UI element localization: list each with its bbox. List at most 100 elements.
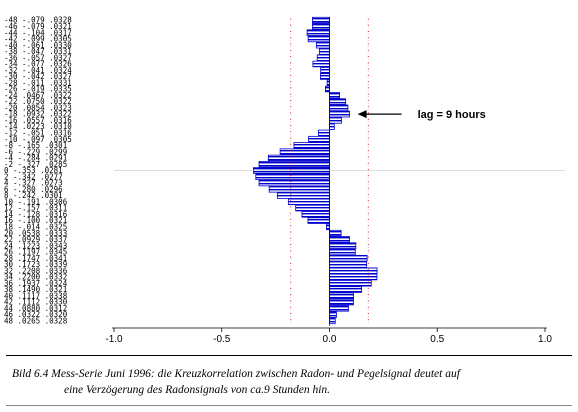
row-label: -48 -.079 .0328: [4, 16, 72, 25]
row-label: -10 -.097 .0305: [4, 135, 72, 144]
correlation-bar: [329, 123, 335, 130]
x-tick-label: 0.0: [323, 334, 337, 345]
correlation-bar: [315, 41, 330, 49]
row-label: 46 .0322 .0320: [4, 310, 68, 319]
row-label: -22 .0750 .0322: [4, 97, 72, 106]
row-label: -2 -.327 .0285: [4, 160, 67, 169]
row-label: 0 -.353 .0281: [4, 166, 63, 175]
correlation-bar: [258, 161, 330, 168]
correlation-bar: [326, 79, 330, 87]
correlation-bar: [293, 142, 330, 149]
row-label: 44 .0880 .0312: [4, 304, 67, 313]
correlation-bar: [329, 286, 363, 293]
correlation-bar: [276, 192, 330, 199]
row-label: -4 -.284 .0291: [4, 154, 67, 163]
row-label: 20 .0538 .0333: [4, 229, 67, 238]
row-label: -12 -.051 .0316: [4, 129, 72, 138]
correlation-bar: [295, 204, 330, 212]
cross-correlation-chart: -48 -.079 .0328-46 -.079 .0321-44 -.104 …: [4, 16, 565, 345]
correlation-bar: [312, 16, 330, 24]
correlation-bar: [318, 129, 330, 137]
row-label: -18 .0932 .0322: [4, 110, 72, 119]
correlation-bar: [329, 298, 354, 306]
correlation-bar: [320, 73, 330, 80]
annotation: lag = 9 hours: [357, 109, 486, 121]
row-label: -24 .0467 .0322: [4, 91, 72, 100]
row-label: -40 -.061 .0330: [4, 41, 72, 50]
correlation-bar: [329, 305, 349, 312]
correlation-bar: [329, 92, 340, 99]
correlation-bar: [316, 54, 330, 61]
correlation-bar: [329, 317, 336, 325]
correlation-bar: [329, 98, 347, 105]
row-label: -46 -.079 .0321: [4, 22, 72, 31]
correlation-bar: [320, 67, 330, 74]
correlation-bar: [329, 110, 350, 118]
correlation-bar: [329, 117, 342, 124]
correlation-bar: [325, 85, 330, 93]
bottom-rule: [6, 405, 572, 406]
row-label: -14 .0223 .0310: [4, 122, 72, 131]
correlation-bar: [329, 242, 357, 249]
correlation-bar: [312, 23, 330, 30]
row-label: -32 -.041 .0324: [4, 66, 72, 75]
row-label: -20 .0854 .0323: [4, 103, 72, 112]
correlation-bar: [312, 60, 330, 68]
row-label: 18 -.014 .0325: [4, 222, 67, 231]
row-label: 12 -.157 .0311: [4, 204, 67, 213]
row-label: 24 .1223 .0343: [4, 241, 67, 250]
correlation-bar: [301, 211, 330, 218]
figure-caption: Bild 6.4 Mess-Serie Juni 1996: die Kreuz…: [6, 355, 572, 404]
row-label: 38 .1490 .0321: [4, 285, 67, 294]
correlation-bar: [329, 236, 350, 243]
row-label: 34 .2200 .0332: [4, 273, 67, 282]
row-label: 26 .1197 .0345: [4, 248, 67, 257]
correlation-bar: [318, 48, 330, 55]
row-label: 16 -.100 .0321: [4, 216, 67, 225]
row-label: 10 -.191 .0306: [4, 197, 68, 206]
row-label: -6 -.229 .0299: [4, 147, 67, 156]
correlation-bar: [329, 273, 378, 281]
correlation-bar: [307, 217, 330, 224]
correlation-bar: [329, 261, 368, 268]
correlation-bar: [329, 248, 356, 256]
row-label: -8 -.165 .0301: [4, 141, 67, 150]
x-axis: -1.0 -0.5 0.0 0.5 1.0: [105, 17, 565, 345]
row-label: 42 .1112 .0330: [4, 298, 68, 307]
row-label: -28 -.011 .0331: [4, 78, 72, 87]
row-label: 40 .1117 .0338: [4, 291, 68, 300]
row-label: 36 .1937 .0324: [4, 279, 68, 288]
correlation-bar: [329, 267, 378, 274]
correlation-bar: [287, 198, 330, 206]
row-label: 8 -.242 .0301: [4, 191, 63, 200]
row-label: 4 -.327 .0273: [4, 179, 63, 188]
correlation-bar: [279, 148, 330, 155]
row-label: -26 -.019 .0335: [4, 85, 72, 94]
row-label: 22 .0929 .0337: [4, 235, 67, 244]
correlation-bar: [307, 35, 330, 43]
row-label: 2 -.342 .0277: [4, 172, 63, 181]
row-label: -34 -.077 .0326: [4, 60, 72, 69]
correlation-bar: [329, 292, 354, 300]
caption-line-2: eine Verzögerung des Radonsignals von ca…: [64, 384, 331, 396]
correlation-bar: [329, 311, 337, 318]
correlation-bar: [308, 135, 330, 143]
x-tick-label: 0.5: [430, 334, 444, 345]
correlation-bar: [258, 179, 330, 187]
row-label: 32 .2208 .0336: [4, 266, 68, 275]
row-label: -30 -.042 .0327: [4, 72, 72, 81]
annotation-label: lag = 9 hours: [418, 109, 486, 121]
correlation-bar: [306, 29, 330, 36]
row-label: 48 .0265 .0328: [4, 316, 68, 325]
row-label: 14 -.128 .0316: [4, 210, 68, 219]
correlation-bar: [329, 280, 372, 287]
row-label: -16 .0557 .0316: [4, 116, 72, 125]
correlation-bar: [268, 186, 330, 193]
correlation-bar: [326, 223, 330, 231]
correlation-bar: [255, 173, 330, 180]
row-labels: -48 -.079 .0328-46 -.079 .0321-44 -.104 …: [4, 16, 72, 326]
confidence-band: [290, 18, 369, 323]
x-tick-label: -0.5: [213, 334, 231, 345]
x-tick-label: 1.0: [538, 334, 552, 345]
